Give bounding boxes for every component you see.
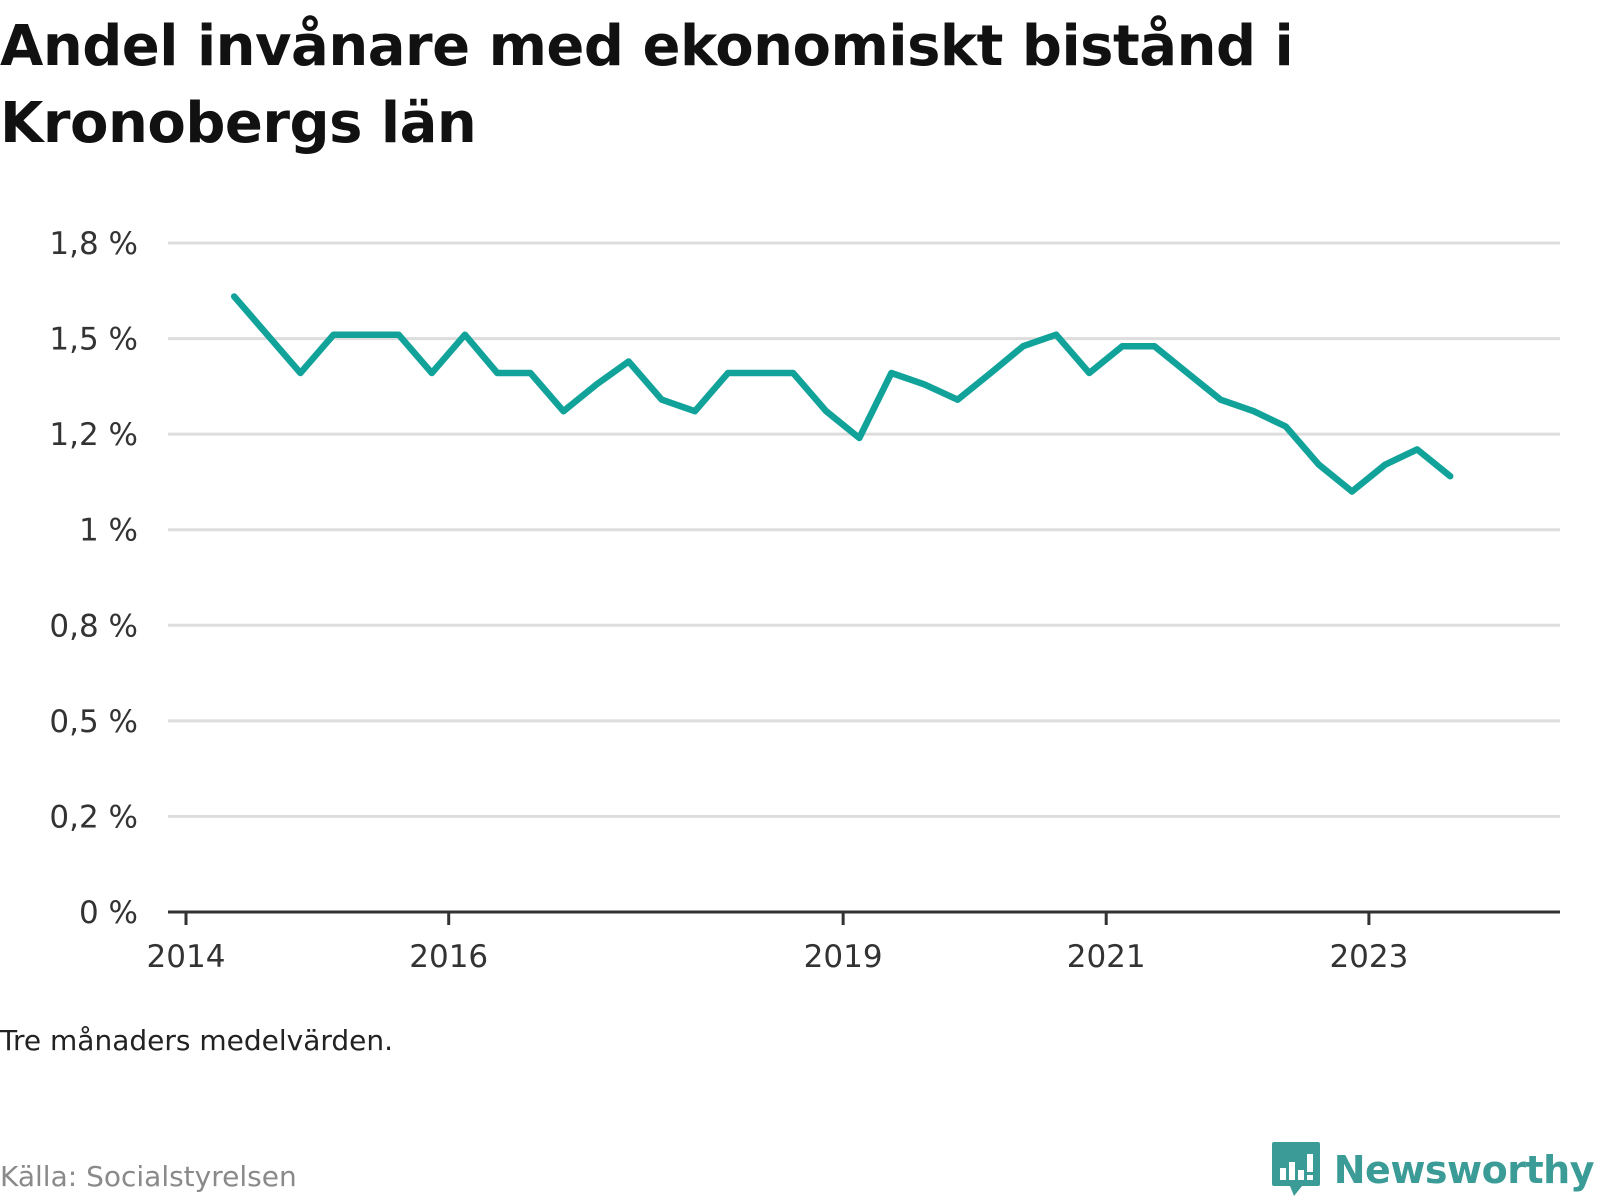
data-point: [790, 369, 797, 376]
y-tick-label: 0,2 %: [49, 799, 138, 835]
y-tick-label: 0,8 %: [49, 608, 138, 644]
data-point: [856, 434, 863, 441]
brand-name: Newsworthy: [1333, 1148, 1595, 1192]
data-point: [1020, 343, 1027, 350]
x-tick-label: 2023: [1329, 939, 1408, 975]
data-point: [1151, 343, 1158, 350]
data-point: [1382, 461, 1389, 468]
data-point: [1414, 446, 1421, 453]
series-line: [230, 293, 1454, 495]
data-point: [264, 331, 271, 338]
data-point: [593, 381, 600, 388]
brand-logo[interactable]: Newsworthy: [1270, 1140, 1595, 1200]
y-tick-label: 0 %: [79, 895, 138, 931]
series: [230, 293, 1454, 495]
data-point: [461, 331, 468, 338]
data-point: [1447, 473, 1454, 480]
x-tick-label: 2019: [804, 939, 883, 975]
source-credit: Källa: Socialstyrelsen: [0, 1160, 297, 1193]
data-point: [756, 369, 763, 376]
y-tick-label: 1,5 %: [49, 322, 138, 358]
newsworthy-logo-icon: [1271, 1142, 1320, 1196]
data-point: [1282, 423, 1289, 430]
y-tick-label: 0,5 %: [49, 704, 138, 740]
data-point: [1217, 396, 1224, 403]
data-point: [1348, 488, 1355, 495]
data-point: [1086, 369, 1093, 376]
x-tick-label: 2021: [1067, 939, 1146, 975]
data-point: [494, 369, 501, 376]
data-point: [362, 331, 369, 338]
data-point: [1053, 331, 1060, 338]
data-point: [428, 369, 435, 376]
data-point: [921, 381, 928, 388]
data-point: [658, 396, 665, 403]
data-point: [1250, 408, 1257, 415]
y-tick-label: 1,2 %: [49, 417, 138, 453]
data-point: [691, 408, 698, 415]
data-point: [625, 358, 632, 365]
data-point: [527, 369, 534, 376]
data-point: [560, 408, 567, 415]
x-tick-label: 2014: [147, 939, 226, 975]
data-point: [330, 331, 337, 338]
gridlines: [168, 241, 1560, 818]
data-point: [297, 369, 304, 376]
data-point: [1184, 369, 1191, 376]
data-point: [823, 408, 830, 415]
line-chart: 0 % 0,2 % 0,5 % 0,8 % 1 % 1,2 % 1,5 % 1,8 % 201…: [49, 226, 1560, 975]
data-point: [888, 369, 895, 376]
data-point: [231, 293, 238, 300]
data-point: [724, 369, 731, 376]
page-title: Andel invånare med ekonomiskt bistånd i …: [0, 14, 1294, 156]
data-point: [987, 369, 994, 376]
y-tick-label: 1 %: [79, 513, 138, 549]
x-tick-label: 2016: [409, 939, 488, 975]
data-point: [954, 396, 961, 403]
y-axis-ticks: 0 % 0,2 % 0,5 % 0,8 % 1 % 1,2 % 1,5 % 1,8 %: [49, 226, 138, 931]
chart-note: Tre månaders medelvärden.: [0, 1024, 394, 1057]
x-axis-ticks: 2014 2016 2019 2021 2023: [147, 912, 1408, 975]
data-point: [1315, 461, 1322, 468]
data-point: [395, 331, 402, 338]
data-point: [1119, 343, 1126, 350]
y-tick-label: 1,8 %: [49, 226, 138, 262]
